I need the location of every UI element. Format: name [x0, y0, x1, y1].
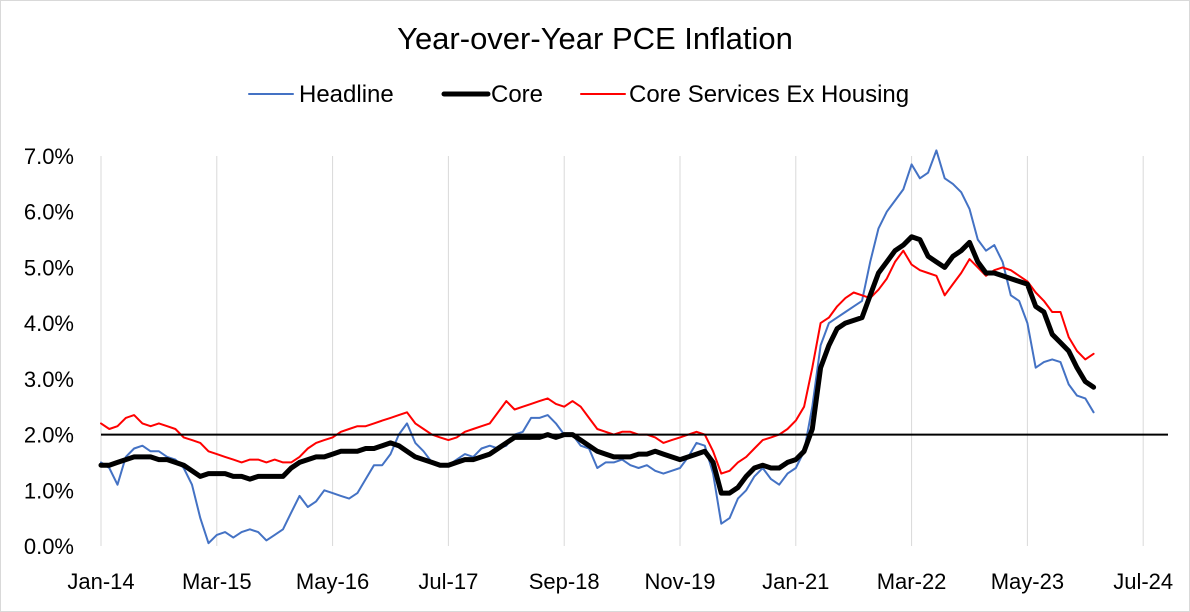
y-tick-label: 6.0%	[24, 200, 74, 225]
gridlines	[100, 156, 1144, 546]
series-lines	[98, 149, 1097, 545]
x-tick-label: May-16	[296, 569, 369, 594]
series-line-headline	[100, 149, 1095, 545]
x-tick-label: Jan-21	[762, 569, 829, 594]
y-tick-label: 7.0%	[24, 144, 74, 169]
legend-label: Core	[491, 81, 543, 108]
legend-label: Core Services Ex Housing	[629, 81, 909, 108]
legend: Headline Core Core Services Ex Housing	[248, 81, 909, 108]
x-tick-label: May-23	[991, 569, 1064, 594]
x-tick-label: Jul-17	[418, 569, 478, 594]
series-line-core-services-ex-housing	[100, 249, 1095, 475]
x-tick-label: Mar-15	[182, 569, 252, 594]
x-tick-label: Sep-18	[529, 569, 600, 594]
x-tick-label: Mar-22	[877, 569, 947, 594]
y-tick-label: 1.0%	[24, 478, 74, 503]
y-tick-label: 2.0%	[24, 423, 74, 448]
y-tick-label: 3.0%	[24, 367, 74, 392]
x-axis-ticks: Jan-14 Mar-15 May-16 Jul-17 Sep-18 Nov-19 Jan-…	[67, 569, 1173, 594]
x-tick-label: Nov-19	[645, 569, 716, 594]
y-tick-label: 4.0%	[24, 311, 74, 336]
x-tick-label: Jul-24	[1113, 569, 1173, 594]
legend-label: Headline	[299, 81, 394, 108]
x-tick-label: Jan-14	[67, 569, 134, 594]
chart-title: Year-over-Year PCE Inflation	[397, 21, 793, 56]
y-axis-ticks: 0.0% 1.0% 2.0% 3.0% 4.0% 5.0% 6.0% 7.0%	[24, 144, 74, 559]
series-line-core	[98, 234, 1097, 496]
y-tick-label: 5.0%	[24, 255, 74, 280]
y-tick-label: 0.0%	[24, 534, 74, 559]
